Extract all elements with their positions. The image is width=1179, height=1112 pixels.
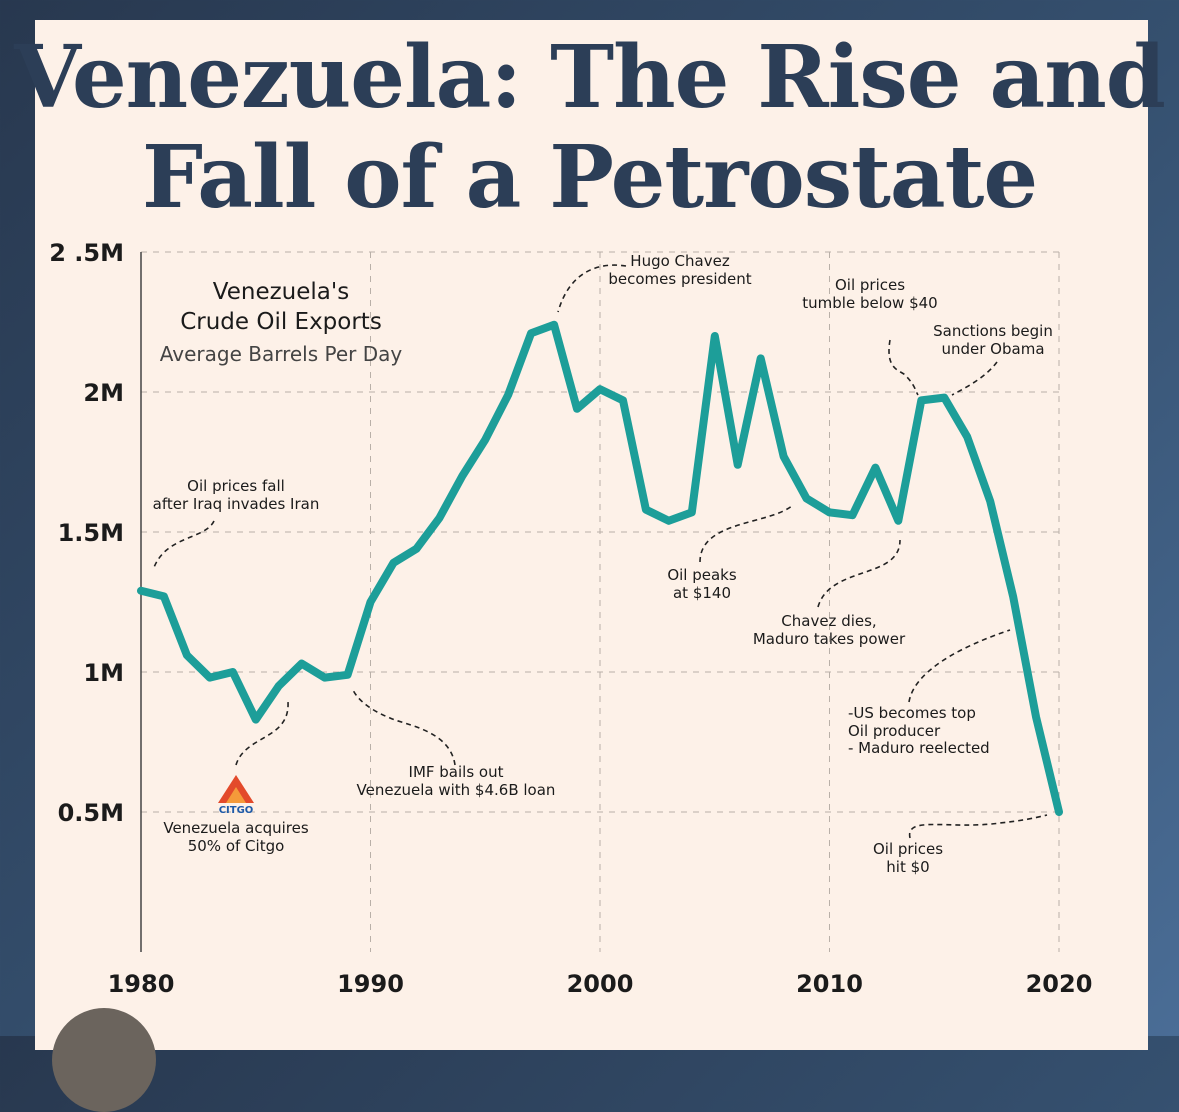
- data-point: [987, 498, 994, 505]
- annotation-maduro-line-2: Maduro takes power: [753, 630, 906, 648]
- data-point: [1033, 713, 1040, 720]
- data-point: [413, 545, 420, 552]
- annotation-arrows: [152, 264, 1048, 839]
- data-point: [160, 593, 167, 600]
- data-point: [734, 461, 741, 468]
- annotation-oil-zero-line-1: Oil prices: [873, 840, 943, 858]
- avatar: [52, 1008, 156, 1112]
- legend-title-line-1: Venezuela's: [213, 279, 349, 305]
- data-point: [780, 453, 787, 460]
- annotation-tumble-line-1: Oil prices: [835, 276, 905, 294]
- data-point: [275, 683, 282, 689]
- arrow-imf: [352, 689, 456, 766]
- annotation-iraq-line-1: Oil prices fall: [187, 477, 285, 495]
- y-tick-label: 2 .5M: [49, 239, 124, 267]
- data-point: [321, 674, 328, 681]
- annotation-us-producer-line-3: - Maduro reelected: [848, 739, 990, 757]
- data-point: [757, 355, 764, 362]
- arrow-tumble: [888, 339, 919, 396]
- arrow-oil-zero: [908, 814, 1048, 839]
- data-point: [344, 671, 351, 678]
- x-tick-label: 2000: [567, 970, 634, 998]
- annotation-chavez-line-1: Hugo Chavez: [630, 252, 730, 270]
- arrow-citgo: [235, 701, 289, 766]
- data-point: [252, 716, 259, 723]
- data-point: [597, 386, 603, 393]
- data-point: [665, 517, 672, 524]
- data-point: [528, 330, 535, 337]
- data-point: [183, 652, 190, 659]
- legend-title-line-2: Crude Oil Exports: [180, 309, 382, 335]
- citgo-logo: CITGO: [218, 775, 254, 816]
- data-point: [298, 660, 305, 667]
- data-point: [918, 397, 925, 404]
- arrow-oil-peaks: [699, 504, 794, 563]
- data-point: [1056, 809, 1062, 815]
- axes: 0.5M 1M 1.5M 2M 2 .5M 1980 1990 2000 2010 2020: [49, 239, 1092, 998]
- annotation-sanctions-line-2: under Obama: [941, 340, 1044, 358]
- data-point: [505, 391, 512, 398]
- data-point: [229, 669, 236, 675]
- annotation-iraq-line-2: after Iraq invades Iran: [153, 495, 320, 513]
- annotation-us-producer-line-2: Oil producer: [848, 722, 941, 740]
- annotation-maduro-line-1: Chavez dies,: [781, 612, 876, 630]
- data-point: [482, 436, 489, 443]
- data-point: [1010, 593, 1017, 600]
- annotation-oil-peaks-line-2: at $140: [673, 584, 731, 602]
- data-point: [367, 599, 374, 605]
- data-point: [803, 495, 810, 502]
- title-line-1: Venezuela: The Rise and: [14, 27, 1166, 128]
- data-point: [138, 587, 144, 594]
- data-point: [642, 506, 649, 513]
- annotation-citgo-line-2: 50% of Citgo: [188, 837, 285, 855]
- data-point: [872, 464, 879, 471]
- data-point: [551, 321, 558, 328]
- annotations: Oil prices fall after Iraq invades Iran …: [153, 252, 1053, 876]
- data-point: [390, 559, 397, 566]
- x-tick-label: 2010: [796, 970, 863, 998]
- page-title: Venezuela: The Rise and Fall of a Petros…: [0, 28, 1179, 228]
- citgo-triangle-inner-icon: [226, 787, 246, 803]
- arrow-maduro: [817, 539, 901, 608]
- annotation-sanctions-line-1: Sanctions begin: [933, 322, 1053, 340]
- x-tick-label: 1990: [337, 970, 404, 998]
- arrow-us-producer: [908, 629, 1011, 703]
- y-tick-label: 1.5M: [58, 519, 124, 547]
- data-point: [574, 405, 581, 412]
- data-point: [826, 509, 833, 516]
- arrow-iraq: [152, 520, 215, 571]
- data-point: [964, 433, 971, 440]
- arrow-sanctions: [951, 361, 998, 396]
- data-point: [688, 509, 695, 516]
- y-tick-label: 2M: [83, 379, 124, 407]
- x-tick-label: 2020: [1026, 970, 1093, 998]
- data-point: [941, 394, 948, 401]
- legend-subtitle: Average Barrels Per Day: [160, 342, 403, 366]
- annotation-chavez-line-2: becomes president: [608, 270, 751, 288]
- data-point: [206, 674, 213, 681]
- annotation-oil-zero-line-2: hit $0: [886, 858, 929, 876]
- annotation-citgo-line-1: Venezuela acquires: [163, 819, 308, 837]
- annotation-us-producer-line-1: -US becomes top: [848, 704, 976, 722]
- annotation-imf-line-1: IMF bails out: [409, 763, 504, 781]
- x-tick-label: 1980: [108, 970, 175, 998]
- arrow-chavez: [557, 264, 627, 313]
- y-tick-label: 0.5M: [58, 799, 124, 827]
- data-point: [711, 333, 718, 339]
- data-point: [895, 517, 902, 524]
- chart-card: [35, 20, 1148, 1050]
- data-point: [619, 397, 626, 404]
- title-line-2: Fall of a Petrostate: [141, 127, 1038, 228]
- series-layer: [137, 320, 1063, 816]
- annotation-imf-line-2: Venezuela with $4.6B loan: [357, 781, 556, 799]
- y-tick-label: 1M: [83, 659, 124, 687]
- line-chart: 0.5M 1M 1.5M 2M 2 .5M 1980 1990 2000 2010 2020 Ve…: [49, 239, 1092, 998]
- annotation-tumble-line-2: tumble below $40: [802, 294, 937, 312]
- data-point: [436, 515, 443, 521]
- annotation-oil-peaks-line-1: Oil peaks: [667, 566, 737, 584]
- data-point: [459, 473, 466, 479]
- chart-legend: Venezuela's Crude Oil Exports Average Ba…: [160, 279, 403, 366]
- data-point: [849, 512, 856, 519]
- citgo-logo-text: CITGO: [219, 805, 254, 816]
